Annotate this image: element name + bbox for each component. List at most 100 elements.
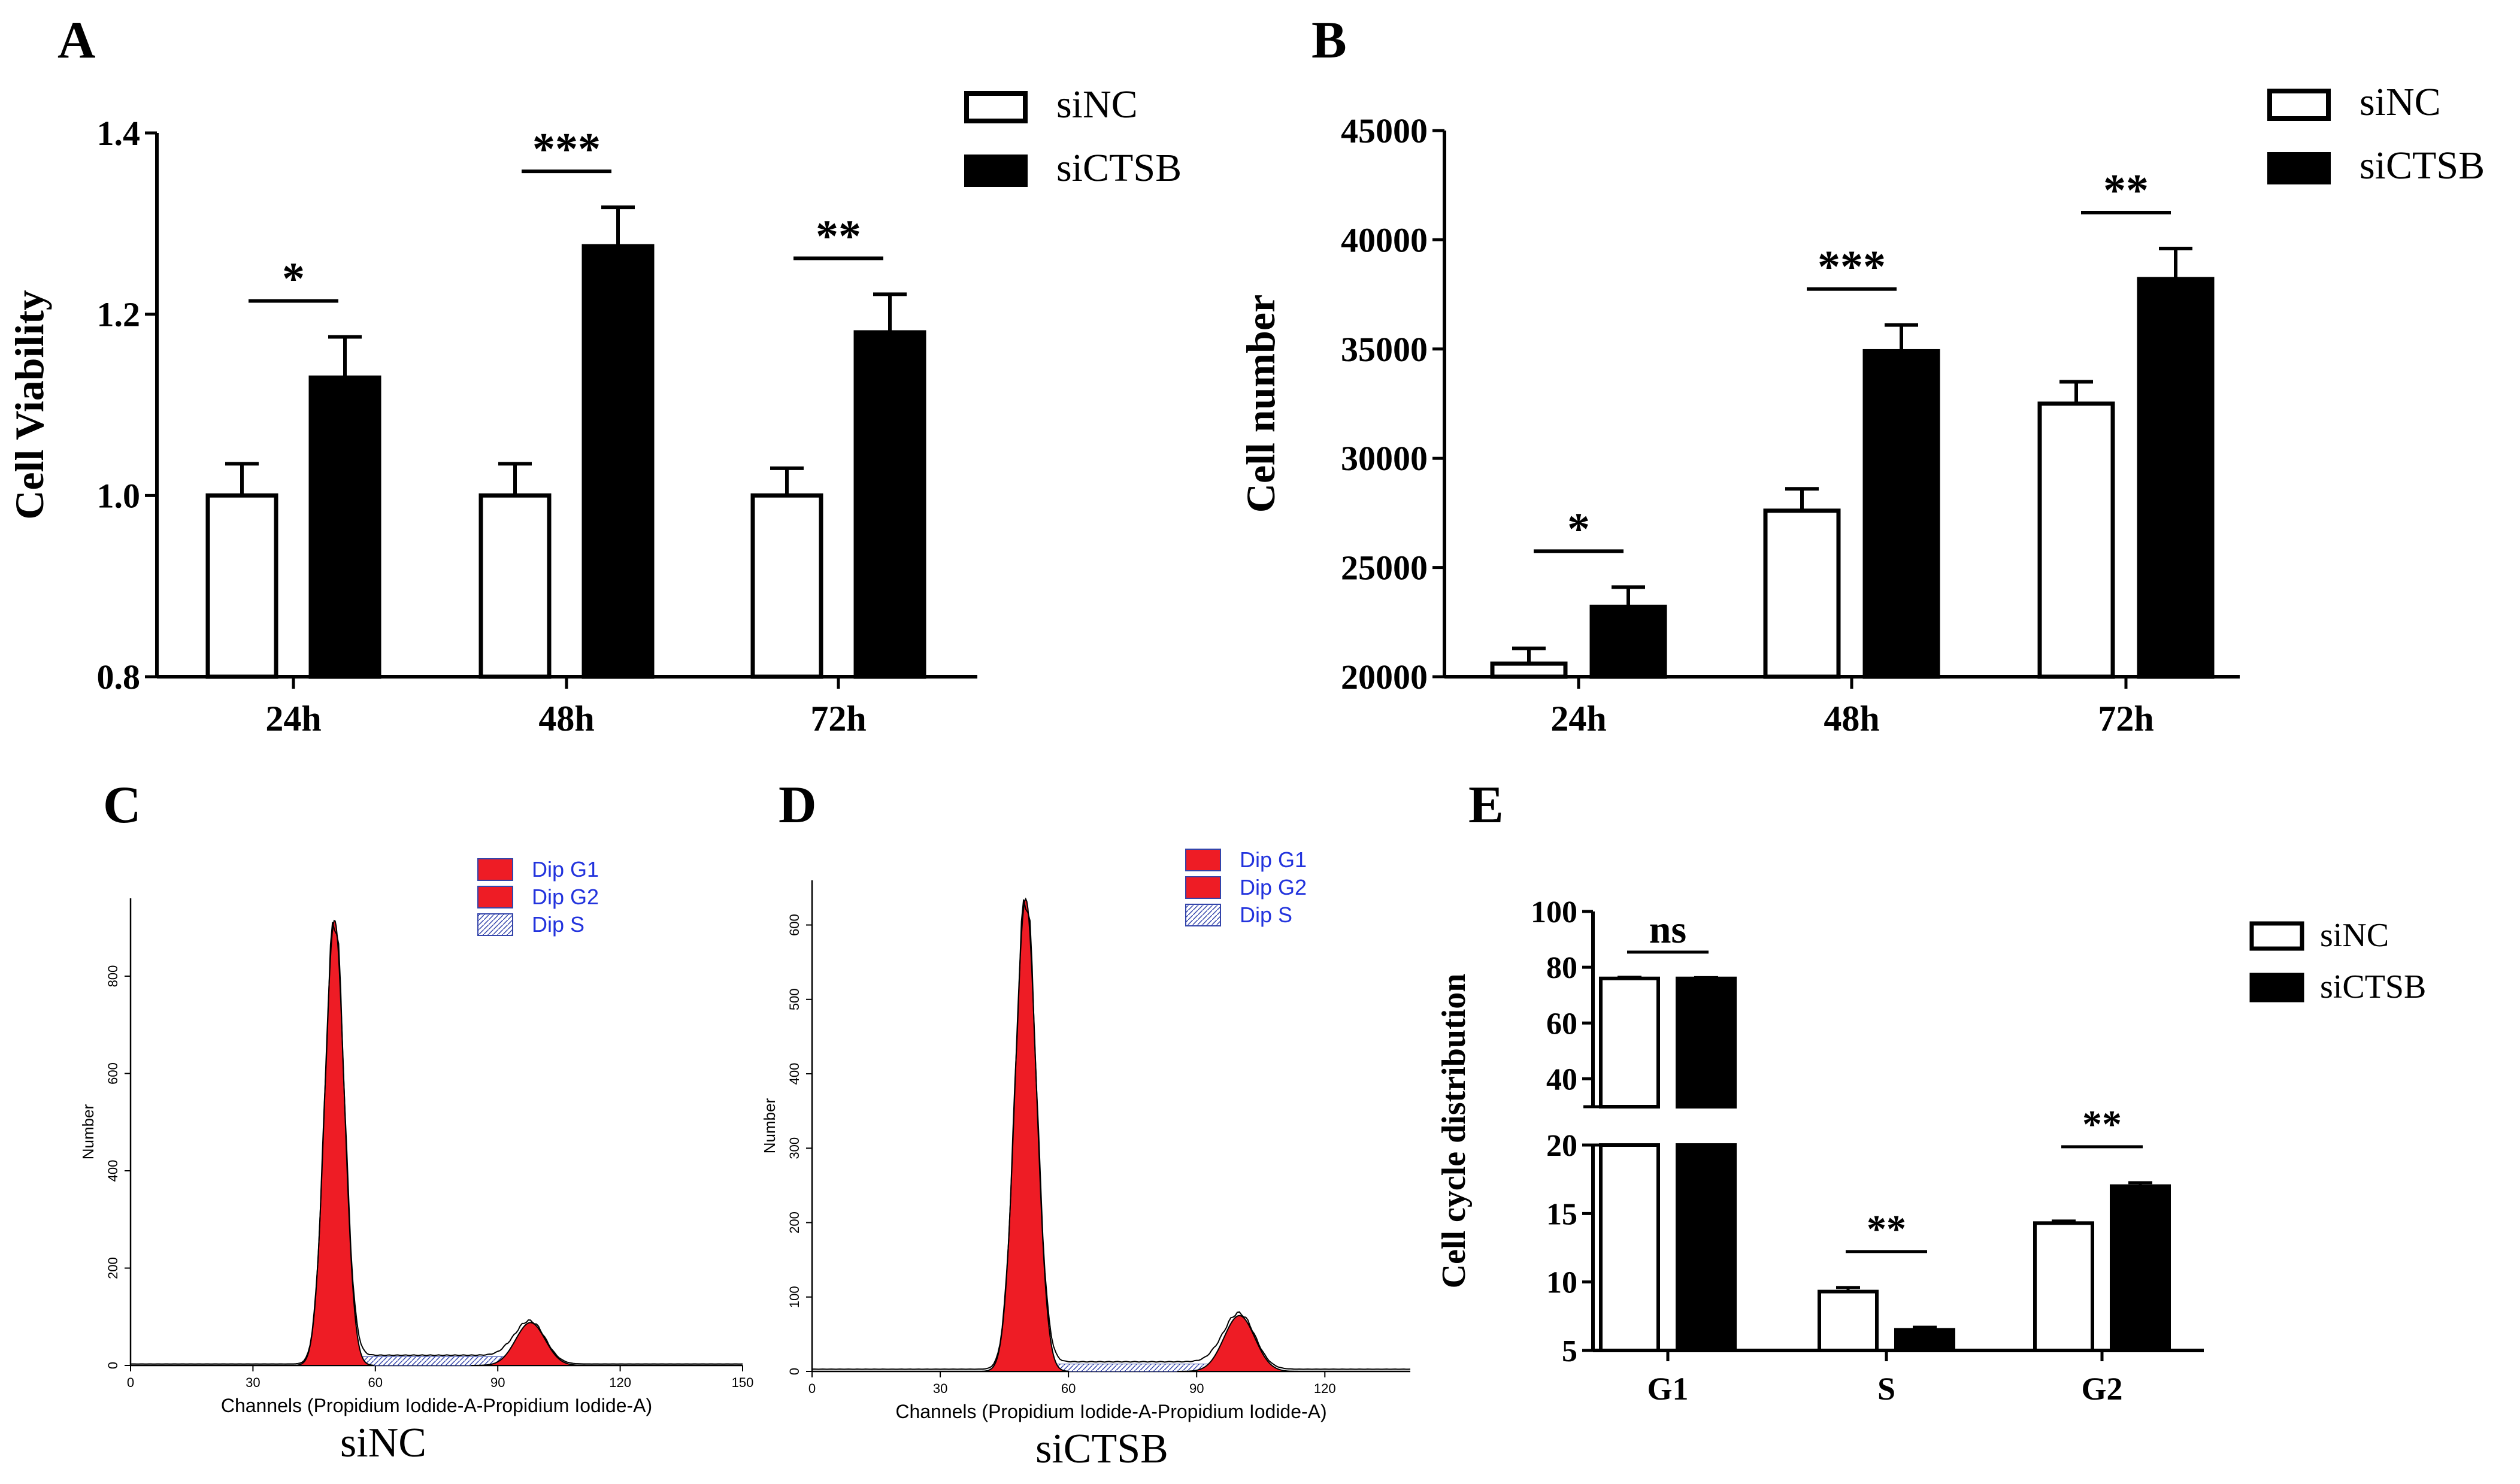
dip-g1-peak — [295, 919, 374, 1366]
panel-a-cell-viability-chart: 0.8 1.0 1.2 1.4 Cell Viability 24h * 48h *** 72h *… — [7, 83, 1182, 738]
y-axis-label: Cell number — [1238, 295, 1283, 513]
bar-sinc-48h — [478, 493, 552, 679]
y-tick-label: 500 — [787, 988, 802, 1010]
y-tick-label: 10 — [1546, 1266, 1577, 1300]
x-tick-label: 120 — [609, 1375, 631, 1390]
bar-sictsb-24h — [308, 375, 381, 679]
dip-g2-peak — [1177, 1315, 1301, 1372]
panel-e-cell-cycle-chart: 5 10 15 20 40 60 80 100 Cell cycle distribution G… — [1435, 895, 2426, 1407]
y-tick-label: 300 — [787, 1137, 802, 1159]
histogram-caption: siNC — [340, 1420, 426, 1466]
legend-label-sictsb: siCTSB — [2320, 968, 2426, 1006]
significance-label: ** — [1867, 1207, 1906, 1251]
legend-label-sinc: siNC — [2320, 917, 2389, 954]
x-tick-label: 60 — [368, 1375, 383, 1390]
legend-label-sinc: siNC — [2360, 80, 2441, 124]
x-tick-label: 30 — [933, 1381, 947, 1396]
bar-sictsb-g1-upper — [1676, 976, 1737, 1109]
y-tick-label: 40000 — [1341, 220, 1428, 259]
panel-label-d: D — [779, 776, 817, 834]
panel-label-e: E — [1468, 776, 1504, 834]
panel-label-c: C — [103, 776, 141, 834]
legend-label-dip-g1: Dip G1 — [532, 857, 599, 882]
bar-sictsb-72h — [2137, 277, 2215, 679]
legend-swatch-dip-s — [477, 913, 513, 936]
legend-label-dip-g2: Dip G2 — [532, 885, 599, 909]
bar-sinc-s — [1818, 1289, 1879, 1353]
legend-swatch-sictsb — [2249, 973, 2304, 1003]
y-tick-label: 35000 — [1341, 330, 1428, 369]
bar-sictsb-s — [1894, 1328, 1955, 1352]
legend-label-dip-s: Dip S — [1240, 902, 1292, 927]
y-tick-label: 400 — [787, 1063, 802, 1085]
significance-label: ** — [816, 211, 861, 261]
x-tick-label: 120 — [1314, 1381, 1336, 1396]
raw-histogram-line — [811, 899, 1411, 1371]
y-tick-label: 0 — [105, 1362, 120, 1369]
y-tick-label: 20 — [1546, 1129, 1577, 1163]
legend-label-sictsb: siCTSB — [1056, 146, 1182, 190]
x-tick-label: 90 — [1189, 1381, 1204, 1396]
bar-sinc-g1-upper — [1599, 976, 1660, 1109]
legend-label-dip-g2: Dip G2 — [1240, 875, 1307, 900]
bar-sictsb-g2 — [2110, 1184, 2171, 1352]
legend-swatch-sictsb — [964, 155, 1028, 187]
legend-swatch-sinc — [964, 91, 1028, 123]
y-tick-label: 100 — [1531, 895, 1577, 929]
x-tick-label: 0 — [808, 1381, 816, 1396]
y-tick-label: 1.0 — [97, 476, 141, 515]
significance-label: *** — [1818, 242, 1886, 292]
y-tick-label: 600 — [787, 914, 802, 936]
bar-sictsb-g1-lower — [1676, 1143, 1737, 1352]
y-tick-label: 0.8 — [97, 658, 141, 696]
x-tick-label: 24h — [265, 699, 321, 738]
y-tick-label: 25000 — [1341, 549, 1428, 587]
dip-s-area — [334, 1356, 531, 1366]
y-tick-label: 15 — [1546, 1197, 1577, 1231]
legend-swatch-dip-g1 — [477, 858, 513, 881]
significance-label: ** — [2082, 1103, 2122, 1146]
x-tick-label: 0 — [127, 1375, 134, 1390]
panel-d-sictsb-histogram: 0 100 200 300 400 500 600 0 30 60 90 120 Number Chann… — [761, 847, 1411, 1472]
y-tick-label: 400 — [105, 1160, 120, 1182]
panel-label-b: B — [1312, 11, 1347, 69]
x-tick-label: 48h — [1824, 699, 1879, 738]
x-axis-label: Channels (Propidium Iodide-A-Propidium I… — [221, 1395, 652, 1416]
significance-label: ns — [1649, 908, 1686, 952]
x-tick-label: 150 — [732, 1375, 754, 1390]
x-tick-label: G2 — [2081, 1371, 2122, 1407]
x-tick-label: S — [1877, 1371, 1895, 1407]
dip-g1-peak — [982, 897, 1070, 1372]
bar-sictsb-48h — [581, 244, 655, 679]
y-axis-label: Cell Viability — [7, 290, 52, 519]
bar-sinc-24h — [205, 493, 278, 679]
y-axis-label: Number — [761, 1098, 779, 1153]
y-tick-label: 30000 — [1341, 439, 1428, 478]
y-tick-label: 45000 — [1341, 111, 1428, 150]
legend-swatch-dip-g2 — [1185, 876, 1221, 899]
y-tick-label: 5 — [1562, 1334, 1577, 1368]
x-tick-label: 90 — [490, 1375, 505, 1390]
bar-sinc-24h — [1490, 661, 1568, 679]
y-tick-label: 40 — [1546, 1062, 1577, 1097]
legend-label-dip-g1: Dip G1 — [1240, 847, 1307, 872]
y-tick-label: 1.4 — [97, 114, 141, 153]
y-tick-label: 200 — [787, 1212, 802, 1234]
legend-label-sinc: siNC — [1056, 83, 1138, 126]
legend-swatch-dip-g2 — [477, 886, 513, 908]
legend-label-dip-s: Dip S — [532, 912, 584, 937]
bar-sictsb-72h — [853, 330, 926, 679]
y-tick-label: 200 — [105, 1257, 120, 1279]
y-tick-label: 1.2 — [97, 295, 141, 334]
x-tick-label: G1 — [1647, 1371, 1688, 1407]
histogram-caption: siCTSB — [1035, 1426, 1168, 1472]
bar-sictsb-24h — [1589, 604, 1667, 679]
panel-b-cell-number-chart: 20000 25000 30000 35000 40000 45000 Cell numbe… — [1238, 80, 2485, 738]
bar-sinc-72h — [750, 493, 823, 679]
y-axis-label: Number — [79, 1104, 97, 1159]
bar-sinc-g1-lower — [1599, 1143, 1660, 1352]
y-tick-label: 0 — [787, 1368, 802, 1375]
x-tick-label: 48h — [538, 699, 594, 738]
raw-histogram-line — [130, 922, 743, 1365]
x-tick-label: 72h — [810, 699, 866, 738]
